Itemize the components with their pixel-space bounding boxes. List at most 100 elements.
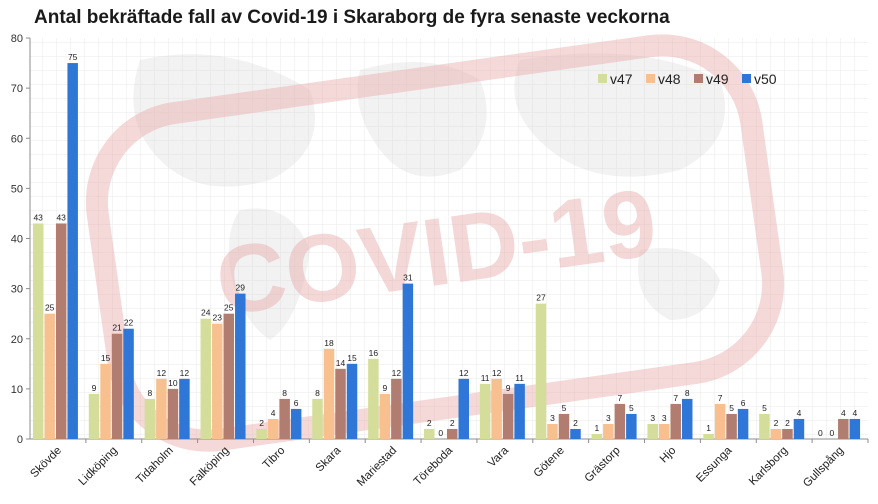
x-tick-label: Karlsborg [747,445,790,488]
data-label: 21 [112,323,122,333]
world-map-shape [638,248,720,320]
x-tick-label: Hjo [658,445,679,466]
data-label: 2 [774,418,779,428]
x-tick-label: Töreboda [412,444,456,488]
data-label: 8 [282,388,287,398]
data-label: 14 [336,358,346,368]
y-tick-label: 80 [11,33,23,45]
data-label: 7 [617,393,622,403]
bar-v49-Tidaholm [167,388,179,439]
data-label: 8 [315,388,320,398]
bar-v48-Götene [547,423,558,439]
x-tick-label: Mariestad [355,445,399,489]
data-label: 25 [45,303,55,313]
bar-v47-Töreboda [424,428,435,439]
bar-v50-Mariestad [402,283,414,439]
bar-v47-Falköping [200,318,212,439]
bar-v48-Tibro [267,418,279,439]
data-label: 6 [741,398,746,408]
data-label: 31 [403,273,413,283]
data-label: 23 [213,313,223,323]
data-label: 3 [606,413,611,423]
y-tick-label: 10 [11,384,23,396]
world-map-shape [228,208,310,340]
bar-v48-Lidköping [100,363,111,439]
data-label: 12 [180,368,190,378]
bar-v49-Falköping [223,313,235,439]
data-label: 8 [148,388,153,398]
data-label: 27 [536,293,546,303]
legend: v47 v48 v49 v50 [598,71,777,87]
bar-v49-Götene [558,413,570,439]
data-label: 4 [271,408,276,418]
world-map-shape [133,54,315,187]
data-label: 2 [259,418,264,428]
bar-v49-Lidköping [111,333,123,439]
legend-label-v50: v50 [754,71,777,87]
bar-v48-Skara [323,348,335,439]
bar-v48-Essunga [714,403,726,439]
data-label: 9 [92,383,97,393]
world-map-shape [514,53,725,177]
data-label: 3 [662,413,667,423]
bar-v47-Essunga [703,433,714,439]
data-label: 11 [481,373,490,383]
data-label: 2 [785,418,790,428]
bar-v49-Skara [335,368,346,439]
data-label: 2 [573,418,578,428]
data-label: 9 [383,383,388,393]
data-label: 29 [236,283,246,293]
bar-v47-Skara [312,398,323,439]
bar-layer [32,63,861,439]
background-grid-pattern [30,38,868,439]
data-label: 0 [829,428,834,438]
x-tick-label: Lidköping [77,445,120,488]
data-label: 6 [294,398,299,408]
background-layer: COVID-19 [30,34,868,452]
bar-v47-Tidaholm [144,398,156,439]
bar-v50-Götene [570,428,581,439]
bar-v49-Tibro [279,398,290,439]
bar-v50-Skara [346,363,358,439]
bar-v48-Grästorp [603,423,614,439]
y-tick-label: 50 [11,183,23,195]
data-label: 22 [124,318,134,328]
data-label: 11 [515,373,524,383]
legend-swatch-v49 [694,74,703,83]
world-map-shape [357,62,487,177]
bar-v50-Grästorp [626,413,637,439]
bar-v49-Grästorp [614,403,626,439]
data-label: 15 [101,353,111,363]
data-label: 43 [56,212,66,222]
bar-v48-Hjo [658,423,670,439]
bar-v48-Mariestad [379,393,391,439]
legend-swatch-v47 [598,74,607,83]
data-label: 1 [594,423,599,433]
data-label: 4 [797,408,802,418]
data-label: 2 [427,418,432,428]
data-label: 9 [506,383,511,393]
bar-v49-Skövde [55,223,67,439]
y-tick-label: 60 [11,133,23,145]
bar-v50-Lidköping [123,328,134,439]
bar-v49-Essunga [726,413,737,439]
data-label: 10 [168,378,178,388]
legend-label-v47: v47 [610,71,633,87]
bar-v48-Karlsborg [770,428,782,439]
bar-v49-Karlsborg [782,428,793,439]
data-label: 43 [33,212,43,222]
data-label: 18 [324,338,334,348]
bar-v49-Hjo [670,403,681,439]
bar-v50-Töreboda [458,378,469,439]
legend-swatch-v50 [742,74,751,83]
data-label: 0 [818,428,823,438]
data-label: 5 [562,403,567,413]
data-label: 4 [841,408,846,418]
data-label: 7 [718,393,723,403]
bar-v50-Karlsborg [793,418,805,439]
legend-label-v48: v48 [658,71,681,87]
bar-v48-Vara [491,378,502,439]
bar-v50-Tibro [290,408,302,439]
